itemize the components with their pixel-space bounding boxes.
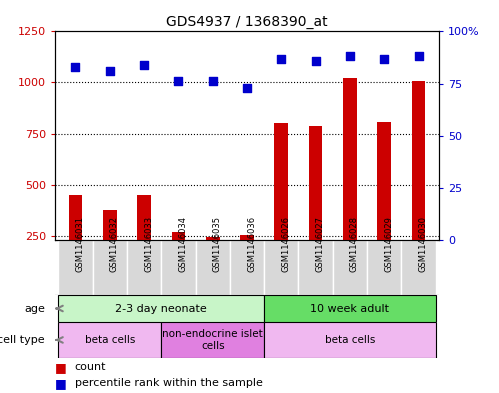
Text: non-endocrine islet
cells: non-endocrine islet cells [162, 329, 263, 351]
Text: GSM1146027: GSM1146027 [316, 216, 325, 272]
Bar [230, 240, 264, 295]
Point [106, 68, 114, 74]
Bar [196, 240, 230, 295]
Bar [240, 235, 254, 240]
Text: GSM1146036: GSM1146036 [247, 216, 256, 272]
Title: GDS4937 / 1368390_at: GDS4937 / 1368390_at [166, 15, 328, 29]
Point [380, 55, 388, 62]
Bar [103, 210, 117, 240]
Point [346, 53, 354, 60]
Text: cell type: cell type [0, 335, 45, 345]
Text: GSM1146028: GSM1146028 [350, 216, 359, 272]
Text: GSM1146035: GSM1146035 [213, 216, 222, 272]
Point [209, 78, 217, 84]
Bar [264, 322, 436, 358]
Bar [343, 79, 357, 240]
Text: GSM1146033: GSM1146033 [144, 216, 153, 272]
Text: beta cells: beta cells [325, 335, 375, 345]
Bar [377, 122, 391, 240]
Point [140, 62, 148, 68]
Bar [161, 322, 264, 358]
Bar [58, 322, 161, 358]
Text: percentile rank within the sample: percentile rank within the sample [75, 378, 263, 388]
Bar [264, 240, 298, 295]
Bar [264, 295, 436, 322]
Bar [68, 195, 82, 240]
Bar [367, 240, 401, 295]
Bar [137, 195, 151, 240]
Text: GSM1146031: GSM1146031 [75, 216, 84, 272]
Bar [58, 295, 264, 322]
Text: count: count [75, 362, 106, 373]
Bar [127, 240, 161, 295]
Text: 2-3 day neonate: 2-3 day neonate [115, 303, 207, 314]
Point [311, 57, 319, 64]
Bar [161, 240, 196, 295]
Point [174, 78, 182, 84]
Bar [93, 240, 127, 295]
Bar [412, 81, 426, 240]
Text: GSM1146030: GSM1146030 [419, 216, 428, 272]
Bar [298, 240, 333, 295]
Point [277, 55, 285, 62]
Text: GSM1146029: GSM1146029 [384, 216, 393, 272]
Bar [274, 123, 288, 240]
Text: GSM1146032: GSM1146032 [110, 216, 119, 272]
Bar [206, 237, 220, 240]
Bar [172, 231, 185, 240]
Text: 10 week adult: 10 week adult [310, 303, 389, 314]
Text: GSM1146026: GSM1146026 [281, 216, 290, 272]
Bar [401, 240, 436, 295]
Text: beta cells: beta cells [85, 335, 135, 345]
Bar [309, 127, 322, 240]
Point [71, 64, 79, 70]
Bar [58, 240, 93, 295]
Point [243, 84, 251, 91]
Text: ■: ■ [55, 361, 67, 374]
Point [415, 53, 423, 60]
Text: age: age [24, 303, 45, 314]
Text: GSM1146034: GSM1146034 [179, 216, 188, 272]
Bar [333, 240, 367, 295]
Text: ■: ■ [55, 376, 67, 390]
